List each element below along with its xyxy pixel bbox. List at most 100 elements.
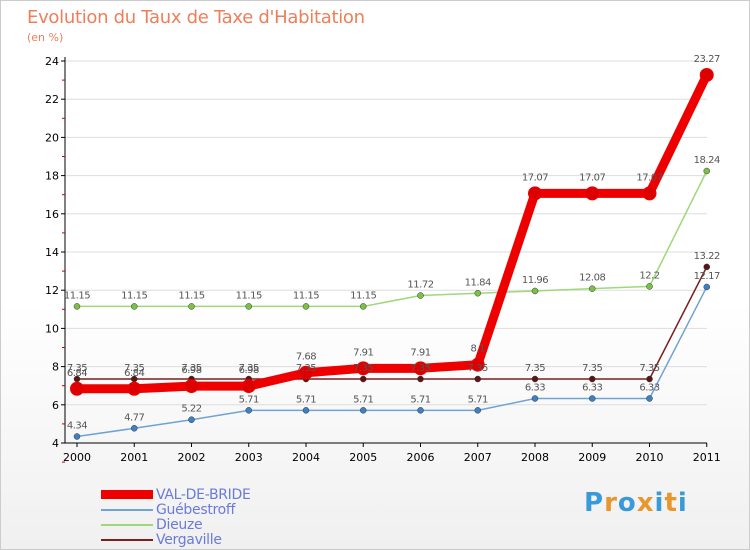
data-label: 11.15 (236, 290, 262, 301)
legend-item-dieuze[interactable]: Dieuze (101, 516, 251, 533)
data-label: 7.35 (410, 363, 430, 374)
data-point-val-de-bride (299, 365, 313, 380)
y-tick-label: 12 (45, 284, 59, 297)
data-point-guebestroff (417, 407, 424, 414)
data-point-dieuze (245, 303, 252, 310)
data-point-dieuze (360, 303, 367, 310)
data-point-val-de-bride (699, 67, 714, 82)
data-label: 11.72 (407, 280, 433, 291)
data-point-guebestroff (531, 395, 539, 402)
data-label: 7.35 (639, 363, 659, 374)
data-point-vergaville (646, 375, 653, 383)
data-point-guebestroff (589, 395, 596, 402)
data-point-val-de-bride (127, 381, 142, 396)
data-label: 18.24 (694, 155, 720, 166)
y-tick-label: 8 (52, 361, 59, 374)
data-point-guebestroff (474, 407, 481, 414)
legend-item-val-de-bride[interactable]: VAL-DE-BRIDE (101, 486, 251, 503)
series-line-dieuze (76, 170, 708, 308)
data-point-guebestroff (131, 425, 138, 432)
data-point-val-de-bride (241, 379, 256, 394)
data-point-dieuze (73, 303, 81, 310)
legend-label: VAL-DE-BRIDE (156, 486, 251, 503)
data-label: 7.35 (582, 363, 602, 374)
data-label: 12.2 (639, 270, 659, 281)
data-point-val-de-bride (70, 381, 84, 396)
chart-ylabel: (en %) (27, 31, 64, 44)
data-point-dieuze (589, 285, 596, 292)
legend-swatch-dieuze (101, 523, 153, 526)
data-point-val-de-bride (413, 361, 428, 376)
data-label: 7.35 (525, 363, 545, 374)
data-label: 4.77 (124, 412, 144, 423)
logo-letter: t (664, 488, 678, 518)
data-point-vergaville (474, 375, 481, 383)
data-label: 11.15 (293, 290, 319, 301)
x-tick-label: 2006 (407, 451, 435, 464)
data-label: 11.96 (522, 275, 548, 286)
data-point-guebestroff (360, 407, 367, 414)
data-point-val-de-bride (470, 357, 485, 372)
legend-swatch-guebestroff (101, 508, 153, 511)
x-tick-label: 2010 (636, 451, 664, 464)
y-tick-label: 24 (45, 55, 59, 68)
data-label: 13.22 (694, 251, 720, 262)
data-label: 23.27 (694, 54, 720, 65)
y-tick-label: 18 (45, 170, 59, 183)
data-point-vergaville (360, 375, 367, 383)
legend-label: Vergaville (156, 531, 222, 548)
data-label: 11.15 (350, 290, 376, 301)
data-label: 6.33 (582, 382, 602, 393)
data-label: 5.71 (410, 394, 430, 405)
legend-item-guebestroff[interactable]: Guébestroff (101, 502, 251, 518)
data-label: 11.15 (121, 290, 147, 301)
x-tick-label: 2004 (292, 451, 320, 464)
logo-letter: P (584, 488, 605, 518)
legend-item-vergaville[interactable]: Vergaville (101, 531, 251, 548)
data-point-guebestroff (646, 395, 653, 402)
data-label: 8.1 (471, 344, 486, 355)
x-tick-label: 2008 (521, 451, 549, 464)
data-point-guebestroff (245, 407, 252, 414)
data-point-vergaville (589, 375, 596, 383)
data-label: 17.07 (522, 172, 548, 183)
data-point-dieuze (302, 303, 310, 310)
proxiti-logo: Proxiti (584, 488, 688, 518)
chart-legend: VAL-DE-BRIDE Guébestroff Dieuze Vergavil… (101, 486, 251, 548)
data-label: 7.35 (468, 363, 488, 374)
y-tick-label: 14 (45, 246, 59, 259)
data-label: 6.84 (67, 368, 87, 379)
data-label: 7.35 (239, 363, 259, 374)
x-tick-label: 2000 (63, 451, 91, 464)
data-label: 7.91 (410, 347, 430, 358)
x-tick-label: 2005 (349, 451, 377, 464)
data-point-guebestroff (703, 283, 710, 291)
data-label: 6.84 (124, 368, 144, 379)
data-label: 6.98 (181, 365, 201, 376)
data-point-guebestroff (302, 407, 310, 414)
data-label: 17.07 (636, 172, 662, 183)
legend-swatch-vergaville (101, 538, 153, 541)
data-point-dieuze (131, 303, 138, 310)
logo-letter: i (654, 488, 665, 518)
data-point-val-de-bride (585, 186, 600, 201)
data-label: 7.91 (353, 347, 373, 358)
data-label: 11.15 (178, 290, 204, 301)
legend-label: Dieuze (156, 516, 203, 533)
y-tick-label: 16 (45, 208, 59, 221)
data-label: 6.33 (639, 382, 659, 393)
data-label: 7.35 (353, 363, 373, 374)
data-point-dieuze (646, 283, 653, 290)
x-tick-label: 2003 (235, 451, 263, 464)
data-point-vergaville (417, 375, 424, 383)
y-tick-label: 4 (52, 437, 59, 450)
data-label: 5.71 (353, 394, 373, 405)
data-label: 17.07 (579, 172, 605, 183)
logo-letter: r (604, 488, 618, 518)
data-point-val-de-bride (528, 186, 542, 201)
series-line-val-de-bride (72, 70, 712, 394)
data-label: 11.84 (465, 277, 491, 288)
series-line-guebestroff (76, 286, 708, 438)
legend-swatch-val-de-bride (101, 490, 153, 499)
